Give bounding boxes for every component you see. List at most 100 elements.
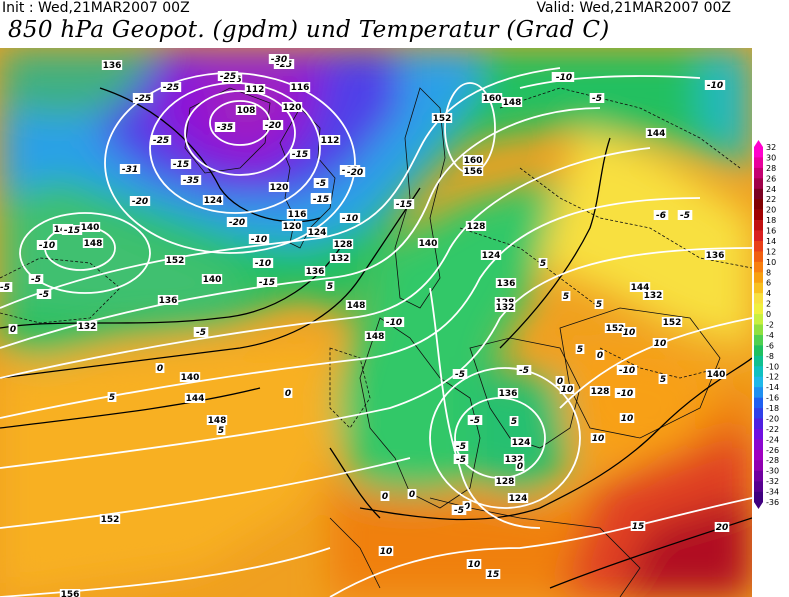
geopotential-label: 116 — [291, 83, 310, 93]
temperature-label: -5 — [456, 442, 466, 452]
temp-label-bg — [252, 258, 274, 268]
legend-swatch — [754, 240, 763, 252]
valid-time-label: Valid: Wed,21MAR2007 00Z — [536, 0, 731, 16]
temp-label-bg — [325, 281, 335, 291]
temperature-label: -10 — [251, 235, 267, 245]
temperature-label: -15 — [173, 160, 189, 170]
legend-tick-label: 2 — [766, 300, 771, 309]
temp-label-bg — [575, 344, 585, 354]
geopotential-label: 120 — [270, 183, 289, 193]
legend-tick-label: 22 — [766, 195, 776, 204]
geo-label-bg — [497, 388, 519, 398]
temperature-label: -5 — [519, 366, 529, 376]
legend-tick-labels: 32302826242220181614121086420-2-4-6-8-10… — [766, 143, 779, 507]
legend-swatch — [754, 157, 763, 169]
legend-color-bar — [754, 140, 763, 509]
geo-label-bg — [661, 317, 683, 327]
geopotential-label: 124 — [204, 196, 223, 206]
geopotential-label: 132 — [78, 322, 97, 332]
geo-label-bg — [462, 166, 484, 176]
temperature-label: 5 — [660, 375, 666, 385]
legend-swatch — [754, 439, 763, 451]
legend-swatch — [754, 178, 763, 190]
temp-label-bg — [283, 388, 293, 398]
geopotential-label: 160 — [483, 94, 502, 104]
temperature-label: 0 — [464, 502, 470, 512]
geopotential-label: 152 — [606, 324, 625, 334]
legend-tick-label: 8 — [766, 268, 771, 277]
geopotential-label: 136 — [499, 389, 518, 399]
geopotential-label: 160 — [464, 156, 483, 166]
temperature-label: 0 — [517, 462, 523, 472]
geopotential-label: 152 — [663, 318, 682, 328]
temperature-label: -25 — [163, 83, 179, 93]
geo-label-bg — [501, 97, 523, 107]
temperature-label: -25 — [220, 72, 236, 82]
geopotential-label: 140 — [419, 239, 438, 249]
legend-tick-label: 0 — [766, 310, 771, 319]
temp-label-bg — [193, 327, 209, 337]
temperature-label: 10 — [592, 434, 605, 444]
temp-label-bg — [453, 454, 469, 464]
legend-tick-label: -4 — [766, 331, 774, 340]
temp-label-bg — [129, 196, 151, 206]
legend-tick-label: -14 — [766, 383, 779, 392]
temp-label-bg — [467, 415, 483, 425]
temperature-label: 5 — [563, 292, 569, 302]
temperature-label: -20 — [347, 168, 363, 178]
temperature-label: 15 — [632, 522, 645, 532]
geopotential-label: 128 — [334, 240, 353, 250]
temperature-label: -10 — [39, 241, 55, 251]
temperature-label: -25 — [135, 94, 151, 104]
legend-swatch — [754, 376, 763, 388]
legend-swatch — [754, 324, 763, 336]
legend-tick-label: -8 — [766, 352, 774, 361]
legend-swatch — [754, 230, 763, 242]
legend-swatch — [754, 460, 763, 471]
legend-swatch — [754, 397, 763, 409]
temp-label-bg — [451, 505, 467, 515]
legend-tick-label: -20 — [766, 414, 779, 423]
legend-tick-label: 14 — [766, 237, 776, 246]
legend-tick-label: -6 — [766, 341, 774, 350]
temperature-label: 10 — [380, 547, 393, 557]
temp-label-bg — [595, 350, 605, 360]
legend-swatch — [754, 314, 763, 325]
temperature-label: -10 — [556, 73, 572, 83]
temp-label-bg — [515, 461, 525, 471]
geopotential-label: 156 — [464, 167, 483, 177]
temperature-label: -10 — [619, 366, 635, 376]
geopotential-label: 148 — [366, 332, 385, 342]
temperature-label: -31 — [122, 165, 138, 175]
temp-label-bg — [132, 93, 154, 103]
legend-swatch — [754, 272, 763, 284]
legend-tick-label: -12 — [766, 373, 779, 382]
geo-label-bg — [82, 238, 104, 248]
temp-label-bg — [61, 225, 83, 235]
geopotential-label: 124 — [482, 251, 501, 261]
geo-label-bg — [59, 589, 81, 597]
legend-swatch — [754, 209, 763, 221]
temperature-label: 0 — [10, 325, 16, 335]
geo-label-bg — [286, 209, 308, 219]
legend-tick-label: -36 — [766, 498, 779, 507]
temperature-label: 20 — [716, 523, 729, 533]
legend-swatch — [754, 167, 763, 179]
geo-label-bg — [480, 250, 502, 260]
temperature-label: -35 — [217, 123, 233, 133]
temp-label-bg — [119, 164, 141, 174]
temperature-label: -15 — [313, 195, 329, 205]
legend-tick-label: 18 — [766, 216, 776, 225]
legend-swatch — [754, 199, 763, 210]
temp-label-bg — [485, 569, 501, 579]
geo-label-bg — [281, 221, 303, 231]
legend-tick-label: 26 — [766, 174, 776, 183]
geo-label-bg — [510, 437, 532, 447]
temp-label-bg — [170, 159, 192, 169]
temperature-label: 0 — [409, 490, 415, 500]
temperature-label: -30 — [271, 55, 287, 65]
geo-label-bg — [201, 274, 223, 284]
legend-swatch — [754, 470, 763, 482]
legend-swatch — [754, 491, 763, 503]
temp-label-bg — [0, 282, 13, 292]
